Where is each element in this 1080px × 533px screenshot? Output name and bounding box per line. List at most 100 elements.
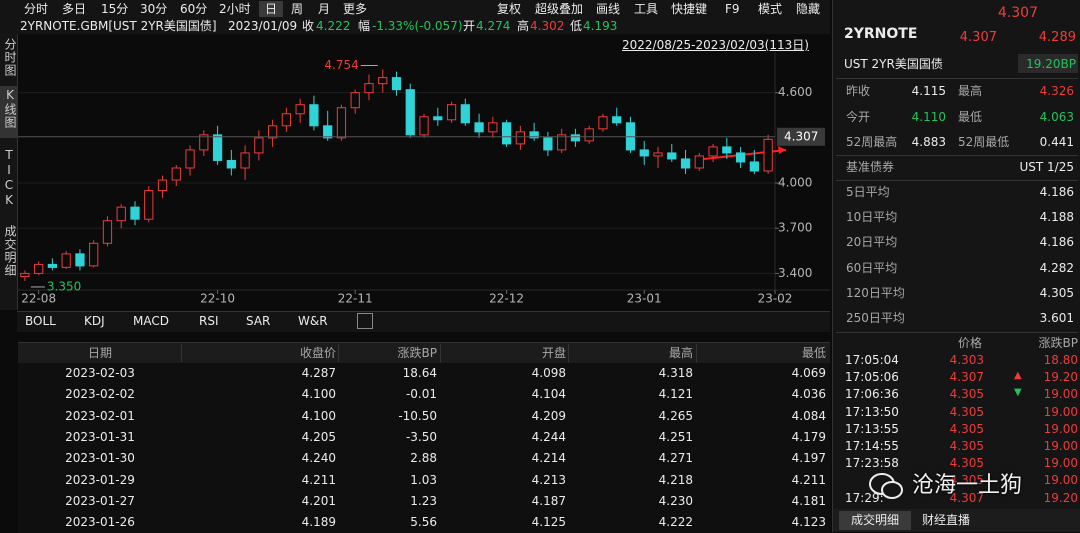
candle-body <box>653 152 663 157</box>
tick-time: 17:13:50 <box>845 404 899 419</box>
table-cell: 1.23 <box>410 493 437 508</box>
table-cell: 4.069 <box>791 366 826 380</box>
add-indicator[interactable] <box>357 313 373 329</box>
panel-sep <box>836 78 1078 79</box>
y-tick-label: 4.000 <box>778 176 812 190</box>
table-cell: 5.56 <box>410 515 437 530</box>
y-tick-label: 3.400 <box>778 266 812 280</box>
table-cell: 4.100 <box>301 387 336 402</box>
table-cell: 4.211 <box>301 472 336 487</box>
indicator-tab[interactable]: SAR <box>246 314 271 328</box>
average-value: 4.305 <box>1039 285 1074 300</box>
table-cell: 4.240 <box>301 451 336 466</box>
panel-tab-selected[interactable] <box>839 511 911 530</box>
candle-body <box>20 272 30 277</box>
indicator-tab[interactable]: BOLL <box>25 314 56 328</box>
tool-button[interactable]: 隐藏 <box>796 2 821 16</box>
tool-button[interactable]: 画线 <box>596 2 621 16</box>
period-tab[interactable]: 分时 <box>24 2 49 16</box>
stat-value: 4.110 <box>911 109 946 124</box>
tick-header: 涨跌BP <box>1038 336 1078 350</box>
table-cell: 4.213 <box>531 472 566 487</box>
indicator-tab[interactable]: KDJ <box>84 314 105 328</box>
tool-button[interactable]: 快捷键 <box>671 2 708 16</box>
tick-time: 17:14:55 <box>845 439 899 453</box>
tool-button[interactable]: 复权 <box>497 2 522 16</box>
quote-open-label: 开 <box>463 19 476 33</box>
table-cell: 4.098 <box>531 366 566 380</box>
indicator-tab[interactable]: W&R <box>298 314 328 328</box>
candle-body <box>75 253 85 267</box>
col-sep <box>440 344 441 362</box>
table-cell: 2023-01-30 <box>65 451 135 466</box>
benchmark-value: UST 1/25 <box>1019 160 1075 174</box>
candle-body <box>722 146 732 154</box>
x-tick-label: 22-12 <box>489 292 524 306</box>
candle-body <box>212 134 223 161</box>
side-tab[interactable]: 分时图 <box>3 38 17 77</box>
candle-body <box>529 131 539 139</box>
period-tab[interactable]: 月 <box>318 2 331 16</box>
toolbar-bg <box>0 0 830 34</box>
period-tab[interactable]: 15分 <box>101 2 129 16</box>
table-cell: 2023-01-26 <box>65 515 135 530</box>
panel-tab[interactable]: 财经直播 <box>921 513 971 527</box>
tick-change: 19.20 <box>1043 370 1078 385</box>
table-cell: 4.244 <box>531 429 566 444</box>
kline-chart: 3.400 3.700 4.000 4.600 22-08 22-10 22-11 22-12… <box>18 52 830 306</box>
selected-tab[interactable] <box>259 1 283 17</box>
candle-body <box>749 161 759 172</box>
period-tab[interactable]: 2小时 <box>219 2 251 16</box>
period-tab[interactable]: 周 <box>291 2 304 16</box>
side-tab[interactable]: K线图 <box>3 88 17 129</box>
column-header: 开盘 <box>541 346 566 360</box>
table-cell: 4.036 <box>791 387 826 402</box>
candle-body <box>254 137 264 154</box>
table-cell: 4.222 <box>658 515 693 530</box>
candle-body <box>474 122 484 133</box>
quote-change: -1.33%(-0.057) <box>372 19 463 33</box>
panel-bid: 4.307 <box>959 30 997 45</box>
candle-body <box>309 104 319 127</box>
stat-label: 今开 <box>846 109 871 124</box>
tool-button[interactable]: 模式 <box>758 2 783 16</box>
period-tab[interactable]: 更多 <box>343 2 368 16</box>
tick-price: 4.305 <box>949 439 984 453</box>
panel-name: UST 2YR美国国债 <box>844 57 943 71</box>
candle-body <box>433 116 443 121</box>
candle-body <box>570 134 581 142</box>
x-tick-label: 22-08 <box>21 292 56 306</box>
side-tab[interactable]: TICK <box>2 148 16 208</box>
tick-time: 17:29: <box>845 490 884 505</box>
candle-body <box>488 122 498 133</box>
column-header: 日期 <box>87 346 113 360</box>
average-value: 3.601 <box>1039 311 1074 325</box>
period-tab[interactable]: 日 <box>265 2 278 16</box>
table-cell: 4.100 <box>301 408 336 423</box>
stat-value: 4.063 <box>1039 109 1074 124</box>
candle-body <box>240 152 250 169</box>
tick-change: 19.00 <box>1043 473 1078 488</box>
tool-button[interactable]: F9 <box>725 2 740 16</box>
tool-button[interactable]: 超级叠加 <box>535 2 584 16</box>
tick-change: 19.00 <box>1043 404 1078 419</box>
side-selected[interactable] <box>0 86 17 138</box>
side-tab[interactable]: 成交明细 <box>3 225 17 277</box>
x-tick-label: 23-01 <box>627 292 662 306</box>
column-header: 最高 <box>668 346 693 360</box>
quote-change-label: 幅 <box>358 19 371 33</box>
quote-close-label: 收 <box>302 19 315 33</box>
period-tab[interactable]: 30分 <box>140 2 168 16</box>
period-tab[interactable]: 多日 <box>62 2 87 16</box>
candle-body <box>226 159 236 169</box>
quote-low: 4.193 <box>583 19 618 33</box>
table-cell: 4.181 <box>791 493 826 508</box>
table-cell: 4.123 <box>791 515 826 530</box>
column-header: 收盘价 <box>299 346 336 360</box>
panel-tab[interactable]: 成交明细 <box>850 513 900 527</box>
indicator-tab[interactable]: MACD <box>133 314 169 328</box>
tool-button[interactable]: 工具 <box>634 2 659 16</box>
average-label: 20日平均 <box>846 235 898 250</box>
indicator-tab[interactable]: RSI <box>199 314 219 328</box>
period-tab[interactable]: 60分 <box>180 2 208 16</box>
